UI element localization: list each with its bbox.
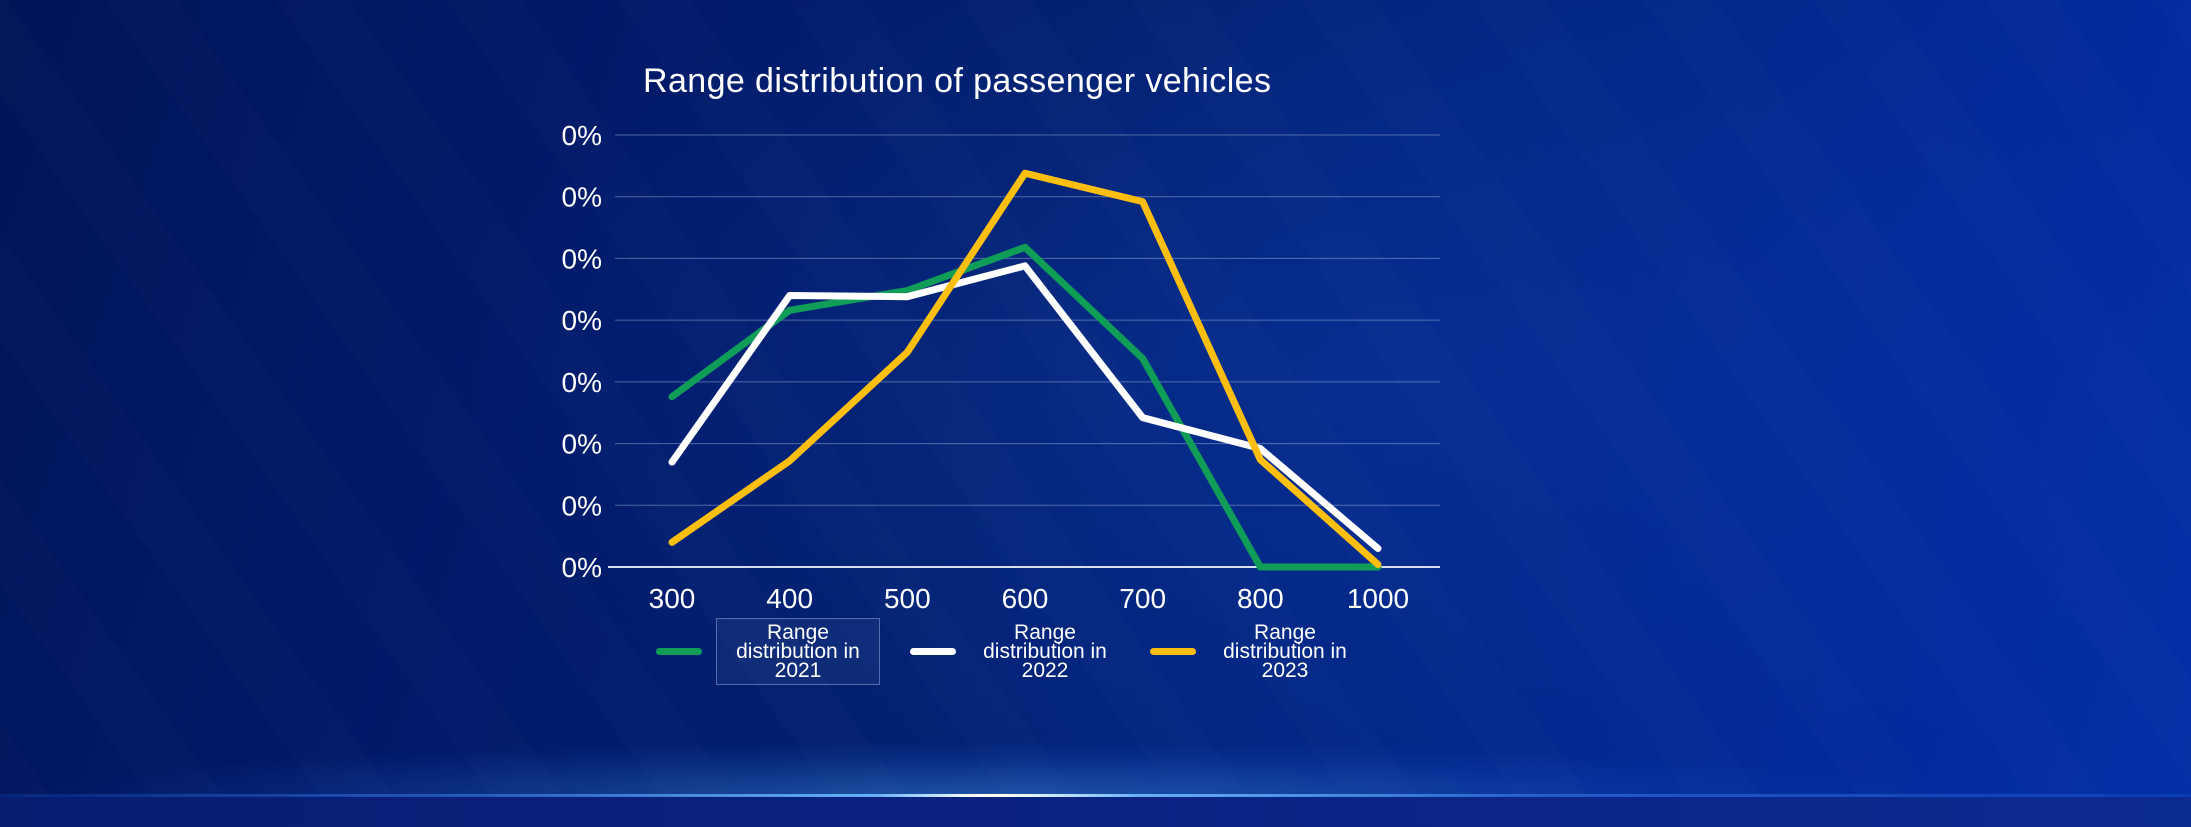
chart-title: Range distribution of passenger vehicles [643, 62, 1272, 100]
range-distribution-chart: Range distribution of passenger vehicles… [560, 40, 1490, 730]
legend-item-2022[interactable]: Range distribution in 2022 [910, 621, 1120, 682]
bottom-strip [0, 797, 2191, 827]
svg-text:15.0%: 15.0% [560, 367, 602, 398]
svg-text:300: 300 [649, 583, 696, 614]
svg-text:35.0%: 35.0% [560, 120, 602, 151]
line-chart-canvas: 0.0% 5.0% 10.0% 15.0% 20.0% 25.0% 30.0% 35.0% 30… [560, 120, 1440, 614]
svg-text:500: 500 [884, 583, 931, 614]
svg-text:10.0%: 10.0% [560, 429, 602, 460]
horizon-glow [0, 726, 2191, 796]
legend-item-2023[interactable]: Range distribution in 2023 [1150, 621, 1360, 682]
svg-text:20.0%: 20.0% [560, 305, 602, 336]
legend-label-2022: Range distribution in 2022 [983, 621, 1107, 682]
chart-legend: Range distribution in 2021 Range distrib… [656, 618, 1360, 685]
legend-swatch-2022-icon [910, 648, 956, 655]
svg-text:0.0%: 0.0% [560, 552, 602, 583]
legend-label-2023: Range distribution in 2023 [1223, 621, 1347, 682]
svg-text:400: 400 [766, 583, 813, 614]
svg-text:1000: 1000 [1347, 583, 1409, 614]
legend-swatch-2023-icon [1150, 648, 1196, 655]
svg-text:25.0%: 25.0% [560, 243, 602, 274]
legend-label-2021: Range distribution in 2021 [716, 618, 880, 685]
svg-text:800: 800 [1237, 583, 1284, 614]
svg-text:600: 600 [1002, 583, 1049, 614]
svg-text:5.0%: 5.0% [560, 490, 602, 521]
legend-item-2021[interactable]: Range distribution in 2021 [656, 618, 880, 685]
legend-swatch-2021-icon [656, 648, 702, 655]
svg-text:700: 700 [1119, 583, 1166, 614]
svg-text:30.0%: 30.0% [560, 182, 602, 213]
